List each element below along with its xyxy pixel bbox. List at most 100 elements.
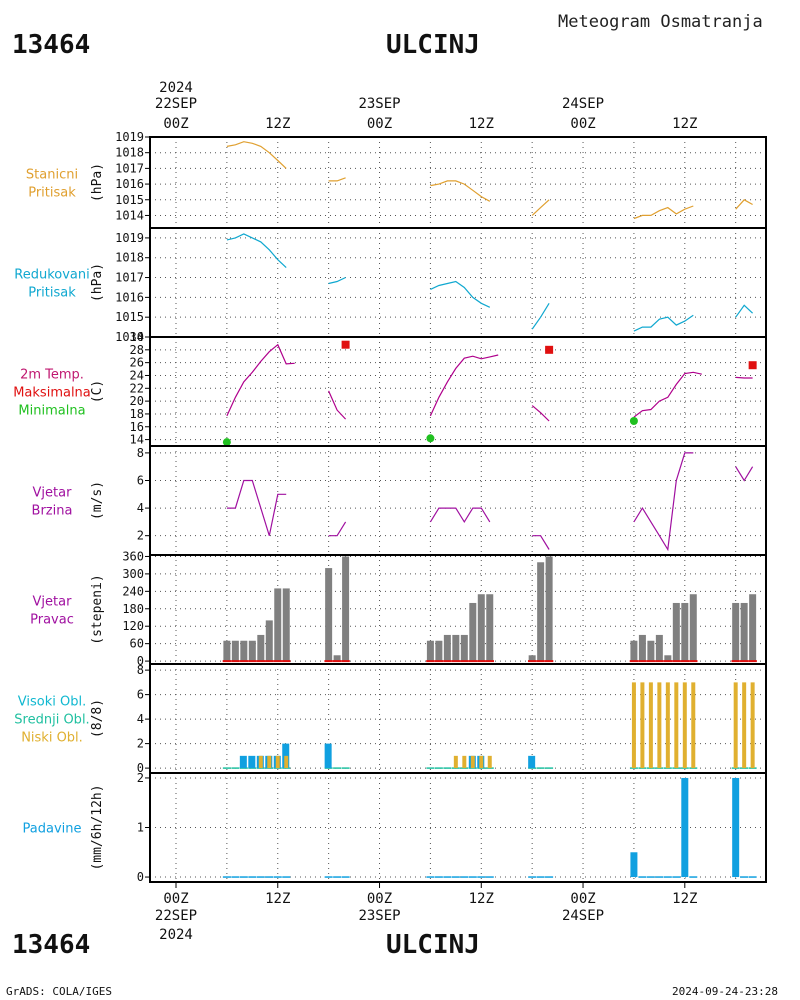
- y-tick-label: 1014: [115, 208, 144, 222]
- cloud-low-bar: [479, 755, 484, 769]
- cloud-low-bar: [462, 755, 467, 769]
- series-line: [430, 280, 491, 308]
- wind-direction-bar: [274, 588, 282, 662]
- y-tick-label: 60: [130, 637, 144, 651]
- wind-direction-bar: [469, 602, 477, 662]
- y-axis-label: (m/s): [90, 481, 105, 520]
- wind-direction-bar: [740, 602, 748, 662]
- document-title: Meteogram Osmatranja: [558, 12, 763, 32]
- series-line: [633, 371, 702, 418]
- wind-direction-bar: [477, 594, 485, 662]
- cloud-low-bar: [470, 755, 475, 769]
- y-tick-label: 2: [137, 771, 144, 785]
- series-line: [226, 233, 287, 269]
- panel-label: Pravac: [30, 613, 74, 628]
- y-tick-label: 14: [130, 433, 144, 447]
- panel-clouds: 0 2 4 6 8 (8/8) Visoki Obl. Srednji Obl. Niski O…: [14, 663, 767, 775]
- panel-marks: [226, 141, 753, 220]
- wind-direction-bar: [257, 634, 265, 662]
- cloud-blue-bar: [239, 755, 247, 769]
- y-tick-label: 1014: [115, 330, 144, 344]
- series-line: [531, 405, 550, 422]
- wind-direction-bar: [545, 556, 553, 662]
- series-line: [430, 180, 491, 202]
- y-tick-label: 6: [137, 473, 144, 487]
- y-tick-label: 16: [130, 420, 144, 434]
- y-tick-label: 0: [137, 870, 144, 884]
- top-hour-label: 00Z: [163, 116, 188, 132]
- credit-text: GrADS: COLA/IGES: [6, 985, 112, 998]
- cloud-low-bar: [750, 682, 755, 769]
- precip-bar: [681, 777, 689, 878]
- y-tick-label: 1016: [115, 177, 144, 191]
- y-tick-label: 28: [130, 343, 144, 357]
- y-tick-label: 1016: [115, 290, 144, 304]
- tmax-marker: [748, 361, 757, 370]
- panel-label: 2m Temp.: [20, 368, 84, 383]
- series-line: [226, 479, 287, 536]
- tmin-marker: [222, 438, 231, 446]
- station-name-bottom: ULCINJ: [386, 930, 480, 960]
- cloud-low-bar: [267, 755, 272, 769]
- wind-direction-bar: [537, 562, 545, 662]
- wind-direction-bar: [664, 655, 672, 662]
- cloud-low-bar: [682, 682, 687, 769]
- y-tick-label: 360: [122, 549, 144, 563]
- y-tick-label: 22: [130, 381, 144, 395]
- y-tick-label: 2: [137, 737, 144, 751]
- y-tick-label: 6: [137, 688, 144, 702]
- wind-direction-bar: [460, 634, 468, 662]
- wind-direction-bar: [282, 588, 290, 662]
- panel-label: Vjetar: [33, 486, 73, 501]
- y-tick-label: 1018: [115, 251, 144, 265]
- cloud-low-bar: [657, 682, 662, 769]
- top-date-label: 22SEP: [155, 96, 197, 112]
- y-tick-label: 8: [137, 446, 144, 460]
- cloud-low-bar: [640, 682, 645, 769]
- cloud-blue-bar: [528, 755, 536, 769]
- top-date-label: 24SEP: [562, 96, 604, 112]
- top-hour-label: 12Z: [672, 116, 697, 132]
- series-line: [633, 205, 694, 220]
- panel-marks: [226, 452, 754, 552]
- panel-marks: [226, 233, 754, 332]
- station-id-top: 13464: [12, 30, 91, 60]
- cloud-blue-bar: [324, 743, 332, 769]
- wind-direction-bar: [248, 640, 256, 662]
- y-tick-label: 1: [137, 821, 144, 835]
- panel-label: Vjetar: [33, 595, 73, 610]
- y-tick-label: 30: [130, 330, 144, 344]
- y-tick-label: 2: [137, 529, 144, 543]
- cloud-low-bar: [691, 682, 696, 769]
- wind-direction-bar: [638, 634, 646, 662]
- wind-direction-bar: [689, 594, 697, 662]
- y-tick-label: 120: [122, 619, 144, 633]
- cloud-low-bar: [648, 682, 653, 769]
- top-hour-label: 12Z: [265, 116, 290, 132]
- precip-bar: [732, 777, 740, 878]
- cloud-low-bar: [284, 755, 289, 769]
- wind-direction-bar: [486, 594, 494, 662]
- station-id-bottom: 13464: [12, 930, 91, 960]
- panel-label: Minimalna: [18, 404, 85, 419]
- wind-direction-bar: [342, 556, 350, 662]
- wind-direction-bar: [528, 655, 536, 662]
- bottom-date-label: 22SEP: [155, 908, 197, 924]
- series-line: [328, 521, 347, 537]
- wind-direction-bar: [240, 640, 248, 662]
- series-line: [735, 376, 753, 379]
- panel-precipitation: 0 1 2 (mm/6h/12h) Padavine: [23, 771, 767, 884]
- wind-direction-bar: [732, 602, 740, 662]
- top-date-label: 23SEP: [358, 96, 400, 112]
- top-year-label: 2024: [159, 80, 193, 96]
- y-tick-label: 4: [137, 501, 144, 515]
- bottom-hour-label: 00Z: [367, 891, 392, 907]
- cloud-low-bar: [453, 755, 458, 769]
- y-tick-label: 1019: [115, 231, 144, 245]
- station-name-top: ULCINJ: [386, 30, 480, 60]
- panel-wind_speed: 2 4 6 8 (m/s) Vjetar Brzina: [32, 445, 767, 556]
- tmax-marker: [545, 345, 554, 354]
- cloud-low-bar: [742, 682, 747, 769]
